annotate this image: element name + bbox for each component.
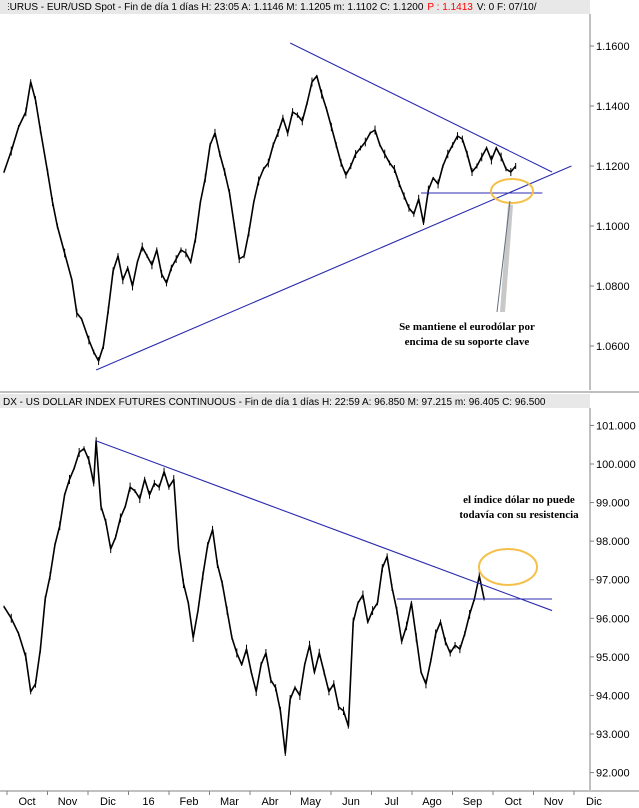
bottom-annotation-line2: todavía con su resistencia <box>459 509 579 521</box>
x-tick-label-10: Ago <box>422 796 442 808</box>
x-tick-label-14: Dic <box>586 796 602 808</box>
dx-trendline-0 <box>95 440 553 612</box>
dx-y-tick-label-0: 92.000 <box>596 768 630 780</box>
x-tick-label-9: Jul <box>384 796 398 808</box>
x-tick-label-5: Mar <box>220 796 239 808</box>
top-annotation-line2: encima de su soporte clave <box>405 336 530 348</box>
eurus-y-tick-label-2: 1.1000 <box>596 221 630 233</box>
x-tick-label-4: Feb <box>180 796 199 808</box>
top-close-box[interactable] <box>0 0 8 14</box>
bottom-annotation-line1: el índice dólar no puede <box>463 494 575 506</box>
top-annotation-pointer <box>500 204 513 312</box>
dx-y-tick-label-2: 94.000 <box>596 690 630 702</box>
top-annotation-pointer-line <box>496 200 511 313</box>
x-tick-label-0: Oct <box>18 796 35 808</box>
x-tick-label-6: Abr <box>261 796 278 808</box>
eurus-y-tick-label-1: 1.0800 <box>596 281 630 293</box>
x-tick-label-8: Jun <box>342 796 360 808</box>
dx-y-tick-label-7: 99.000 <box>596 498 630 510</box>
x-axis: Oct Nov Dic 16 Feb Mar Abr May Jun Jul Ago Sep Oct No… <box>6 791 602 808</box>
x-tick-label-2: Dic <box>100 796 116 808</box>
x-tick-label-11: Sep <box>463 796 483 808</box>
eurus-trendline-0 <box>95 165 572 371</box>
x-tick-label-13: Nov <box>544 796 564 808</box>
dx-y-tick-label-4: 96.000 <box>596 613 630 625</box>
dx-y-tick-label-1: 93.000 <box>596 729 630 741</box>
dx-y-tick-label-3: 95.000 <box>596 652 630 664</box>
x-tick-label-12: Oct <box>504 796 521 808</box>
eurus-trendline-1 <box>289 42 553 173</box>
dx-y-tick-label-6: 98.000 <box>596 536 630 548</box>
x-tick-label-1: Nov <box>58 796 78 808</box>
eurus-y-tick-label-5: 1.1600 <box>596 41 630 53</box>
bottom-plot-area: 92.000 93.000 94.000 95.000 96.000 97.000 98.0… <box>3 420 636 780</box>
dx-price-series-0 <box>3 440 485 755</box>
top-header-bar <box>0 0 590 14</box>
top-highlight-ellipse <box>490 178 534 204</box>
eurus-price-series-0 <box>3 75 517 362</box>
top-annotation-line1: Se mantiene el eurodólar por <box>399 321 535 333</box>
eurus-y-tick-label-3: 1.1200 <box>596 161 630 173</box>
top-header-text: EURUS - EUR/USD Spot - Fin de día 1 días… <box>3 2 537 13</box>
top-plot-area: 1.0600 1.0800 1.1000 1.1200 1.1400 1.1600 <box>3 41 630 371</box>
bottom-highlight-ellipse <box>478 548 538 586</box>
eurus-y-tick-label-4: 1.1400 <box>596 101 630 113</box>
bottom-header-text: DX - US DOLLAR INDEX FUTURES CONTINUOUS … <box>3 397 546 408</box>
eurus-y-tick-label-0: 1.0600 <box>596 341 630 353</box>
dx-y-tick-label-9: 101.000 <box>596 420 636 432</box>
x-tick-label-7: May <box>300 796 321 808</box>
x-tick-label-3: 16 <box>142 796 154 808</box>
dx-y-tick-label-5: 97.000 <box>596 575 630 587</box>
dx-y-tick-label-8: 100.000 <box>596 459 636 471</box>
bottom-header-bar <box>0 394 590 408</box>
